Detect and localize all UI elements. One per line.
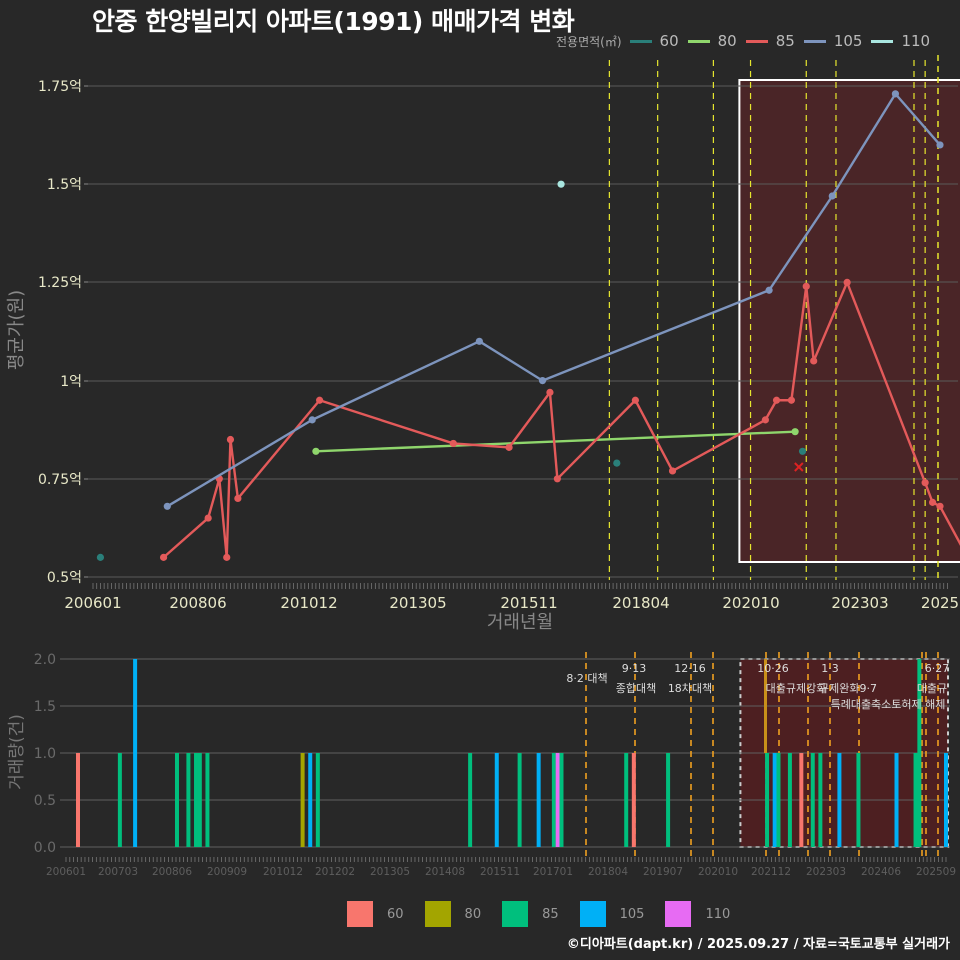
- svg-text:0.5억: 0.5억: [47, 570, 82, 586]
- bar: [133, 659, 137, 847]
- svg-text:6·27: 6·27: [925, 662, 950, 675]
- legend-bar-105: 105: [580, 901, 645, 927]
- bar: [765, 753, 769, 847]
- svg-text:1.5: 1.5: [34, 699, 56, 715]
- bar: [856, 753, 860, 847]
- svg-text:202010: 202010: [698, 866, 738, 878]
- svg-text:201012: 201012: [280, 594, 337, 612]
- svg-text:201305: 201305: [370, 866, 410, 878]
- svg-text:0.0: 0.0: [34, 840, 56, 856]
- svg-text:201511: 201511: [500, 594, 557, 612]
- bar: [175, 753, 179, 847]
- bar: [308, 753, 312, 847]
- svg-text:0.5: 0.5: [34, 793, 56, 809]
- legend-bar-60: 60: [347, 901, 404, 927]
- svg-text:1.25억: 1.25억: [38, 275, 82, 291]
- bar: [518, 753, 522, 847]
- bar: [837, 753, 841, 847]
- svg-text:201804: 201804: [588, 866, 628, 878]
- svg-text:202509: 202509: [916, 866, 956, 878]
- svg-text:200806: 200806: [152, 866, 192, 878]
- svg-text:종합대책: 종합대책: [616, 682, 656, 695]
- svg-text:202303: 202303: [831, 594, 888, 612]
- bar: [895, 753, 899, 847]
- bar: [118, 753, 122, 847]
- bar: [666, 753, 670, 847]
- bar: [776, 753, 780, 847]
- svg-text:200703: 200703: [98, 866, 138, 878]
- footer-credit: ©디아파트(dapt.kr) / 2025.09.27 / 자료=국토교통부 실…: [567, 933, 950, 952]
- chart-canvas: 1.75억 1.5억 1.25억 1억 0.75억 0.5억 200601 200806 201…: [0, 0, 960, 960]
- svg-text:200909: 200909: [207, 866, 247, 878]
- legend-bar-85: 85: [502, 901, 559, 927]
- svg-text:200601: 200601: [64, 594, 121, 612]
- svg-text:201202: 201202: [315, 866, 355, 878]
- bar: [468, 753, 472, 847]
- svg-text:202303: 202303: [806, 866, 846, 878]
- svg-text:거래년월: 거래년월: [487, 612, 553, 633]
- svg-text:1.0: 1.0: [34, 746, 56, 762]
- bar: [624, 753, 628, 847]
- bar: [205, 753, 209, 847]
- bar: [495, 753, 499, 847]
- svg-text:202010: 202010: [722, 594, 779, 612]
- bar: [552, 753, 556, 847]
- bar: [632, 753, 636, 847]
- svg-text:201012: 201012: [263, 866, 303, 878]
- svg-text:8·2 대책: 8·2 대책: [566, 672, 607, 685]
- svg-text:201804: 201804: [612, 594, 669, 612]
- legend-bottom: 60 80 85 105 110: [347, 901, 751, 927]
- svg-text:1억: 1억: [60, 374, 82, 390]
- svg-text:대출규: 대출규: [917, 682, 947, 695]
- svg-text:규제완화9·7: 규제완화9·7: [819, 682, 877, 695]
- bar: [198, 753, 202, 847]
- svg-text:200806: 200806: [169, 594, 226, 612]
- bar: [186, 753, 190, 847]
- svg-text:거래량(건): 거래량(건): [7, 714, 27, 790]
- svg-text:202112: 202112: [751, 866, 791, 878]
- svg-text:1.75억: 1.75억: [38, 79, 82, 95]
- bar: [301, 753, 305, 847]
- svg-text:200601: 200601: [46, 866, 86, 878]
- bar: [316, 753, 320, 847]
- bar: [914, 753, 918, 847]
- svg-text:201408: 201408: [425, 866, 465, 878]
- bar: [788, 753, 792, 847]
- svg-text:평균가(원): 평균가(원): [6, 290, 27, 370]
- bar: [818, 753, 822, 847]
- bar: [194, 753, 198, 847]
- svg-text:201907: 201907: [643, 866, 683, 878]
- svg-text:대출규제강화: 대출규제강화: [766, 682, 827, 695]
- svg-text:2.0: 2.0: [34, 652, 56, 668]
- svg-text:12·16: 12·16: [674, 662, 706, 675]
- svg-text:9·13: 9·13: [622, 662, 647, 675]
- svg-text:201701: 201701: [533, 866, 573, 878]
- legend-bar-110: 110: [665, 901, 730, 927]
- svg-text:2025: 2025: [921, 594, 959, 612]
- bar: [944, 753, 948, 847]
- svg-text:10·26: 10·26: [757, 662, 789, 675]
- svg-text:1·3: 1·3: [821, 662, 839, 675]
- bar: [559, 753, 563, 847]
- bar: [773, 753, 777, 847]
- bar: [556, 753, 560, 847]
- bar: [799, 753, 803, 847]
- bar: [76, 753, 80, 847]
- svg-text:201511: 201511: [480, 866, 520, 878]
- bar: [811, 753, 815, 847]
- svg-text:201305: 201305: [389, 594, 446, 612]
- svg-text:202406: 202406: [861, 866, 901, 878]
- bar: [537, 753, 541, 847]
- svg-text:0.75억: 0.75억: [38, 472, 82, 488]
- svg-text:18차대책: 18차대책: [668, 682, 712, 695]
- svg-text:1.5억: 1.5억: [47, 177, 82, 193]
- svg-text:특례대출축소토허제 해제: 특례대출축소토허제 해제: [831, 697, 946, 711]
- legend-bar-80: 80: [425, 901, 482, 927]
